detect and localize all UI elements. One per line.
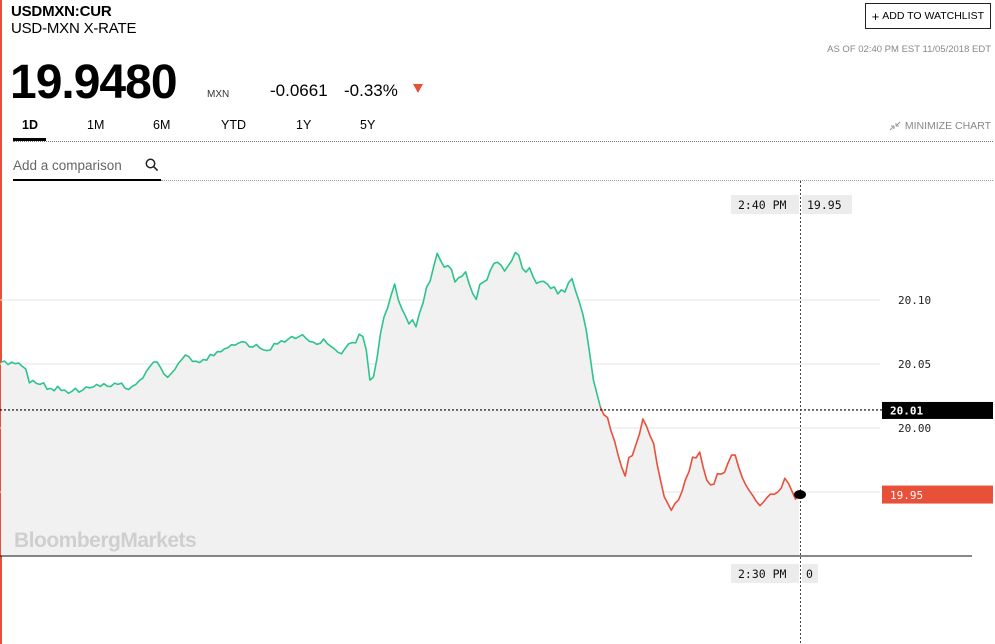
last-price: 19.9480 xyxy=(10,56,178,109)
price-unit: MXN xyxy=(207,89,230,100)
crosshair-bottom-time-box xyxy=(731,564,799,583)
comparison-input[interactable] xyxy=(13,157,133,173)
ticker-symbol: USDMXN:CUR xyxy=(11,3,112,20)
previous-close-label: 20.01 xyxy=(890,404,923,417)
price-chart[interactable]: 20.10 20.05 20.00 20.01 19.95 2:40 PM 19.95 2:3… xyxy=(0,181,995,644)
price-change-percent: -0.33% xyxy=(344,81,398,100)
y-tick-label: 20.05 xyxy=(898,358,931,371)
comparison-divider xyxy=(161,180,993,181)
tab-5y[interactable]: 5Y xyxy=(360,118,376,132)
last-value-label: 19.95 xyxy=(890,489,923,502)
add-to-watchlist-label: ADD TO WATCHLIST xyxy=(882,10,984,22)
tabs-divider xyxy=(13,141,993,142)
minimize-icon xyxy=(889,121,901,131)
instrument-name: USD-MXN X-RATE xyxy=(11,20,137,37)
tab-6m[interactable]: 6M xyxy=(153,118,171,132)
comparison-search xyxy=(13,151,161,181)
price-area-fill xyxy=(1,252,799,556)
price-line-below-close xyxy=(599,406,800,512)
crosshair-value-label: 19.95 xyxy=(807,198,842,212)
previous-close-badge xyxy=(882,401,993,419)
price-line-above-close xyxy=(0,251,602,408)
y-tick-label: 20.10 xyxy=(898,294,931,307)
plus-icon: + xyxy=(871,8,880,24)
crosshair-bottom-time-label: 2:30 PM xyxy=(738,567,787,581)
active-tab-indicator xyxy=(13,138,46,141)
tab-ytd[interactable]: YTD xyxy=(221,118,246,132)
left-accent-bar xyxy=(0,0,2,644)
crosshair-time-label: 2:40 PM xyxy=(738,198,787,212)
crosshair-bottom-value-box xyxy=(802,564,818,583)
crosshair-time-box xyxy=(731,195,799,214)
minimize-chart-button[interactable]: MINIMIZE CHART xyxy=(889,120,991,132)
last-value-badge xyxy=(882,485,993,504)
down-arrow-icon xyxy=(413,84,423,93)
crosshair-bottom-value-label: 0 xyxy=(806,567,813,581)
tab-1d[interactable]: 1D xyxy=(22,118,38,132)
add-to-watchlist-button[interactable]: + ADD TO WATCHLIST xyxy=(864,3,991,29)
crosshair-value-box xyxy=(802,195,852,214)
price-change: -0.0661 xyxy=(270,81,328,100)
watermark-logo: BloombergMarkets xyxy=(14,529,196,552)
y-tick-label: 20.00 xyxy=(898,422,931,435)
tab-1y[interactable]: 1Y xyxy=(296,118,312,132)
as-of-timestamp: AS OF 02:40 PM EST 11/05/2018 EDT xyxy=(827,44,991,55)
search-icon[interactable] xyxy=(145,158,159,172)
range-tabs: 1D 1M 6M YTD 1Y 5Y xyxy=(13,118,993,142)
minimize-chart-label: MINIMIZE CHART xyxy=(904,120,991,132)
last-price-marker xyxy=(794,490,806,500)
tab-1m[interactable]: 1M xyxy=(87,118,105,132)
